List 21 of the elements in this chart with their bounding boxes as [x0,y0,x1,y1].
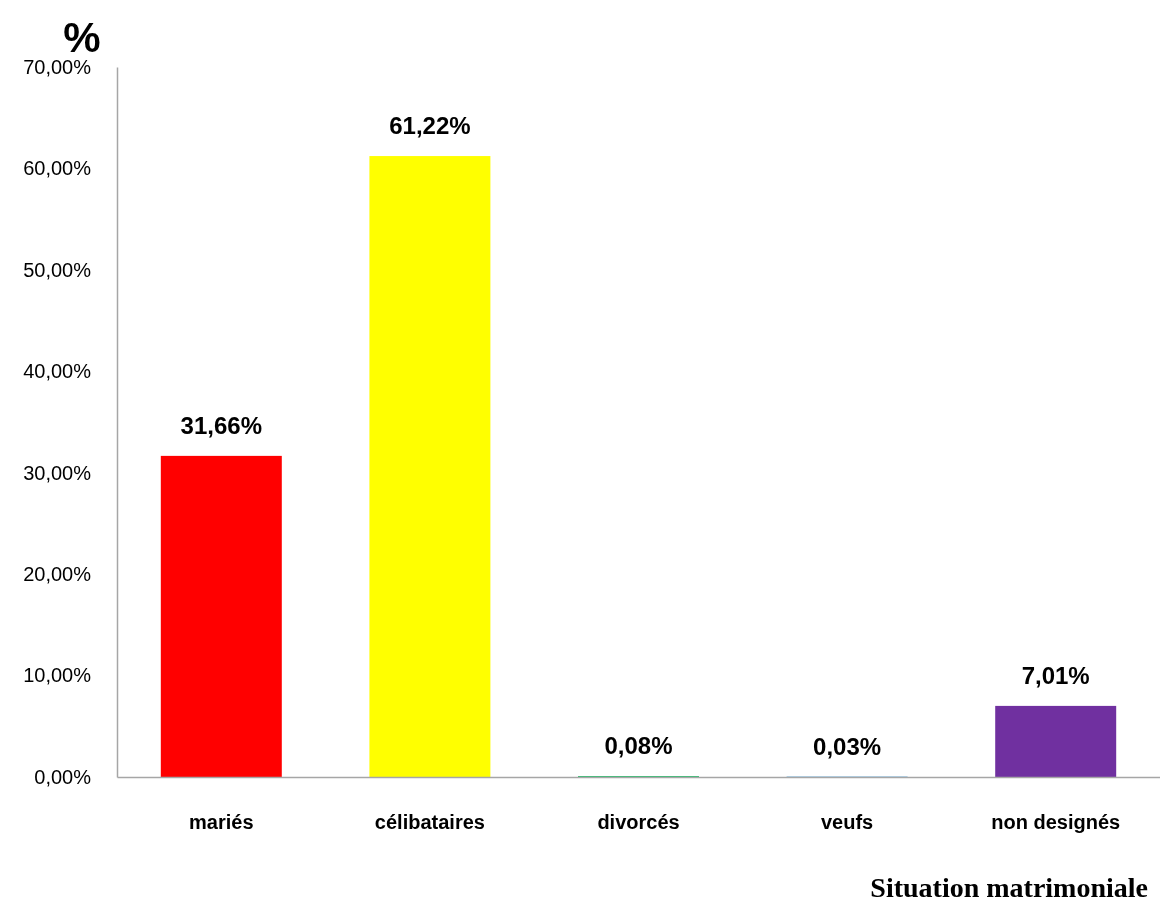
x-tick-label: divorcés [597,811,680,834]
data-label: 31,66% [180,411,262,439]
x-tick-label: non designés [991,811,1121,834]
bar [995,705,1117,777]
y-tick-label: 10,00% [23,664,92,687]
y-tick-label: 30,00% [23,461,92,484]
y-tick-label: 60,00% [23,157,92,180]
data-label: 0,03% [813,732,882,760]
y-tick-label: 50,00% [23,258,92,281]
y-tick-label: 20,00% [23,563,92,586]
x-tick-label: veufs [820,811,874,834]
data-label: 7,01% [1021,661,1090,689]
data-label: 61,22% [389,112,471,140]
x-tick-label: mariés [189,811,254,834]
data-label: 0,08% [604,732,673,760]
bar [369,156,491,777]
bar [160,455,282,777]
x-axis-title: Situation matrimoniale [870,872,1148,901]
x-tick-label: célibataires [374,811,485,834]
y-tick-label: 0,00% [34,765,92,788]
y-tick-label: 40,00% [23,360,92,383]
